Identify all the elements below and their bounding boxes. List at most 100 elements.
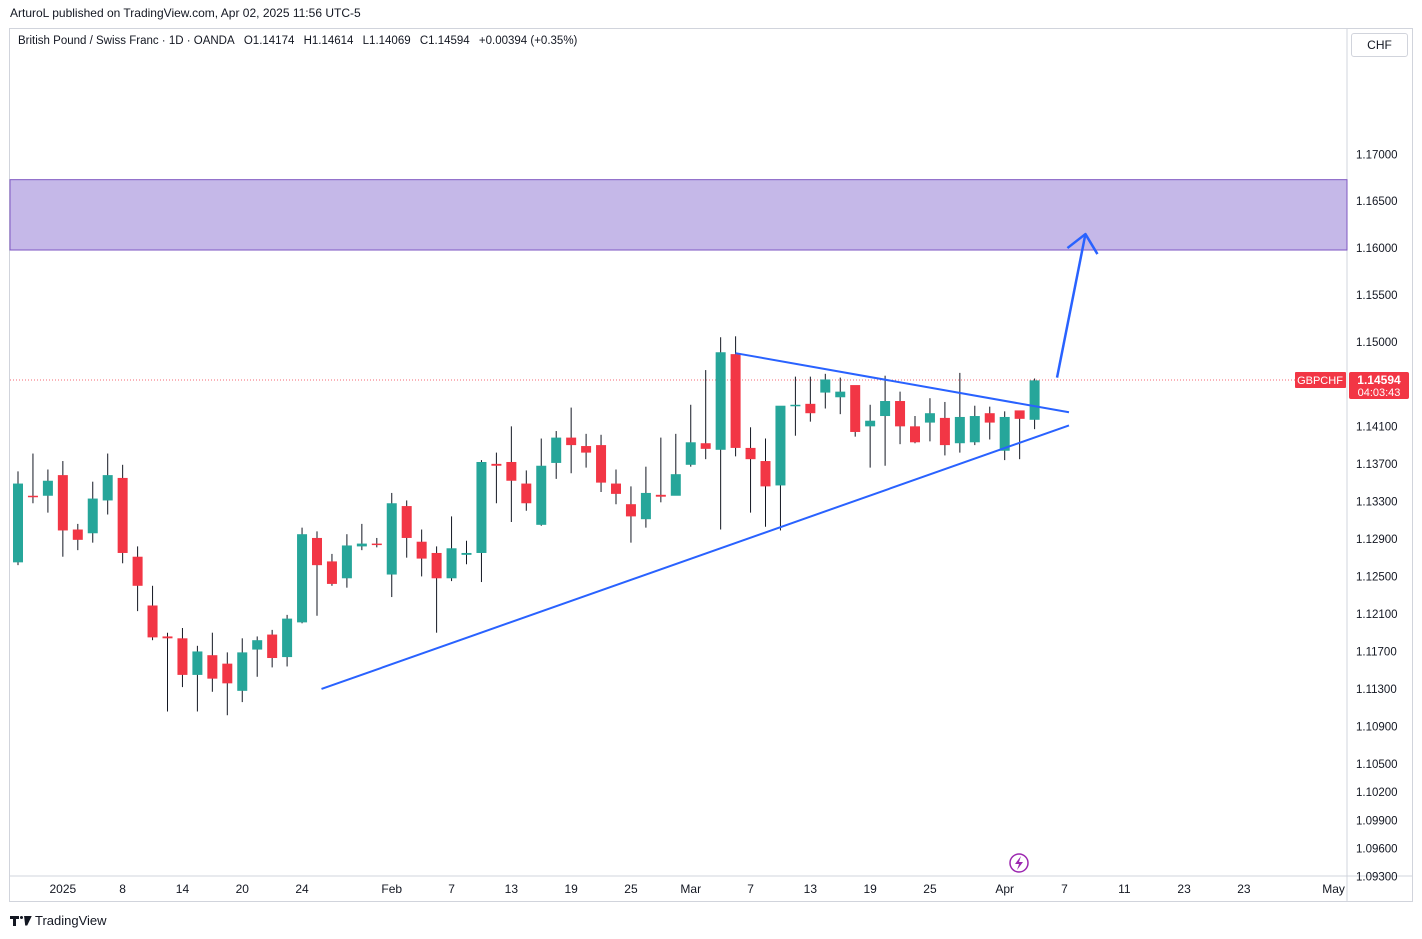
candle[interactable] <box>207 655 218 679</box>
time-tick-label: 11 <box>1118 882 1131 896</box>
candle[interactable] <box>491 463 502 466</box>
candle[interactable] <box>805 403 816 414</box>
candle[interactable] <box>386 503 397 575</box>
symbol-tag-label: GBPCHF <box>1297 375 1343 387</box>
lightning-icon <box>1015 856 1023 870</box>
price-tick-label: 1.13300 <box>1356 496 1398 508</box>
candle[interactable] <box>57 475 68 531</box>
candle[interactable] <box>880 401 891 417</box>
candle[interactable] <box>117 477 128 553</box>
time-tick-label: 13 <box>505 882 519 896</box>
candle[interactable] <box>790 404 801 407</box>
time-tick-label: Feb <box>381 882 402 896</box>
candle[interactable] <box>147 605 158 638</box>
candle[interactable] <box>192 651 203 675</box>
candle[interactable] <box>835 391 846 398</box>
candle[interactable] <box>939 417 950 446</box>
legend-symbol[interactable]: British Pound / Swiss Franc · 1D · OANDA <box>18 35 235 47</box>
time-tick-label: Apr <box>995 882 1014 896</box>
candle[interactable] <box>640 492 651 520</box>
support-trendline[interactable] <box>321 424 1070 690</box>
candle[interactable] <box>625 504 636 517</box>
currency-button[interactable]: CHF <box>1351 33 1408 57</box>
candle[interactable] <box>551 437 562 463</box>
legend-high: H1.14614 <box>303 35 354 47</box>
candle[interactable] <box>42 480 53 496</box>
candle[interactable] <box>132 556 143 586</box>
candle[interactable] <box>13 483 23 563</box>
time-tick-label: 7 <box>448 882 455 896</box>
time-tick-label: 23 <box>1237 882 1251 896</box>
candle[interactable] <box>596 445 607 483</box>
candle[interactable] <box>999 416 1010 451</box>
projection-arrow[interactable] <box>1055 233 1087 378</box>
candle[interactable] <box>760 461 771 487</box>
candle[interactable] <box>910 426 920 443</box>
candle[interactable] <box>27 495 38 498</box>
time-tick-label: Mar <box>680 882 701 896</box>
candle[interactable] <box>775 405 786 486</box>
candle[interactable] <box>969 416 980 443</box>
candle[interactable] <box>222 663 233 684</box>
candle[interactable] <box>446 548 457 579</box>
candle[interactable] <box>1029 380 1040 420</box>
time-tick-label: 7 <box>1061 882 1068 896</box>
candle[interactable] <box>1014 410 1025 419</box>
time-tick-label: 24 <box>295 882 309 896</box>
candle[interactable] <box>700 443 711 449</box>
candle[interactable] <box>102 475 113 501</box>
candle[interactable] <box>252 640 263 650</box>
candle[interactable] <box>730 354 741 448</box>
candle[interactable] <box>745 447 756 460</box>
price-tick-label: 1.12500 <box>1356 571 1398 583</box>
candle[interactable] <box>326 561 337 584</box>
candle[interactable] <box>715 352 726 450</box>
event-marker-icon[interactable] <box>1009 853 1029 873</box>
projection-arrowhead <box>1066 232 1099 255</box>
candle[interactable] <box>341 545 352 579</box>
footer-brand[interactable]: TradingView <box>10 913 107 928</box>
candle[interactable] <box>924 413 935 423</box>
candle[interactable] <box>401 506 412 538</box>
candle[interactable] <box>581 446 592 453</box>
candle[interactable] <box>566 437 577 446</box>
candle[interactable] <box>984 413 995 423</box>
candle[interactable] <box>536 465 547 525</box>
price-tick-label: 1.16000 <box>1356 243 1398 255</box>
time-tick-label: 25 <box>923 882 937 896</box>
candle[interactable] <box>506 461 517 481</box>
candle[interactable] <box>954 416 965 444</box>
candle[interactable] <box>865 420 876 427</box>
candle[interactable] <box>177 638 188 675</box>
price-tick-label: 1.09600 <box>1356 843 1398 855</box>
resistance-trendline[interactable] <box>735 352 1070 414</box>
chart-frame <box>9 28 1413 902</box>
candle[interactable] <box>297 534 308 623</box>
target-zone[interactable] <box>9 179 1348 251</box>
candle[interactable] <box>476 461 487 553</box>
candle[interactable] <box>655 494 666 497</box>
candle[interactable] <box>282 618 293 658</box>
candle[interactable] <box>820 379 831 393</box>
candle[interactable] <box>461 552 472 555</box>
candle[interactable] <box>611 483 621 494</box>
candle[interactable] <box>87 498 98 534</box>
candle[interactable] <box>356 543 367 547</box>
candle[interactable] <box>685 442 696 465</box>
symbol-price-tag[interactable] <box>1295 372 1346 389</box>
candle[interactable] <box>521 483 532 504</box>
price-tick-label: 1.15500 <box>1356 290 1398 302</box>
candle[interactable] <box>850 385 861 432</box>
candle[interactable] <box>267 634 278 659</box>
candle[interactable] <box>162 636 173 639</box>
candle[interactable] <box>670 474 681 496</box>
last-price-tag[interactable] <box>1349 372 1409 400</box>
candle[interactable] <box>416 541 427 559</box>
candle[interactable] <box>431 552 442 579</box>
candle[interactable] <box>371 543 382 546</box>
candle[interactable] <box>895 401 906 427</box>
candle[interactable] <box>72 529 83 540</box>
candle[interactable] <box>312 537 322 566</box>
candle[interactable] <box>237 652 248 691</box>
